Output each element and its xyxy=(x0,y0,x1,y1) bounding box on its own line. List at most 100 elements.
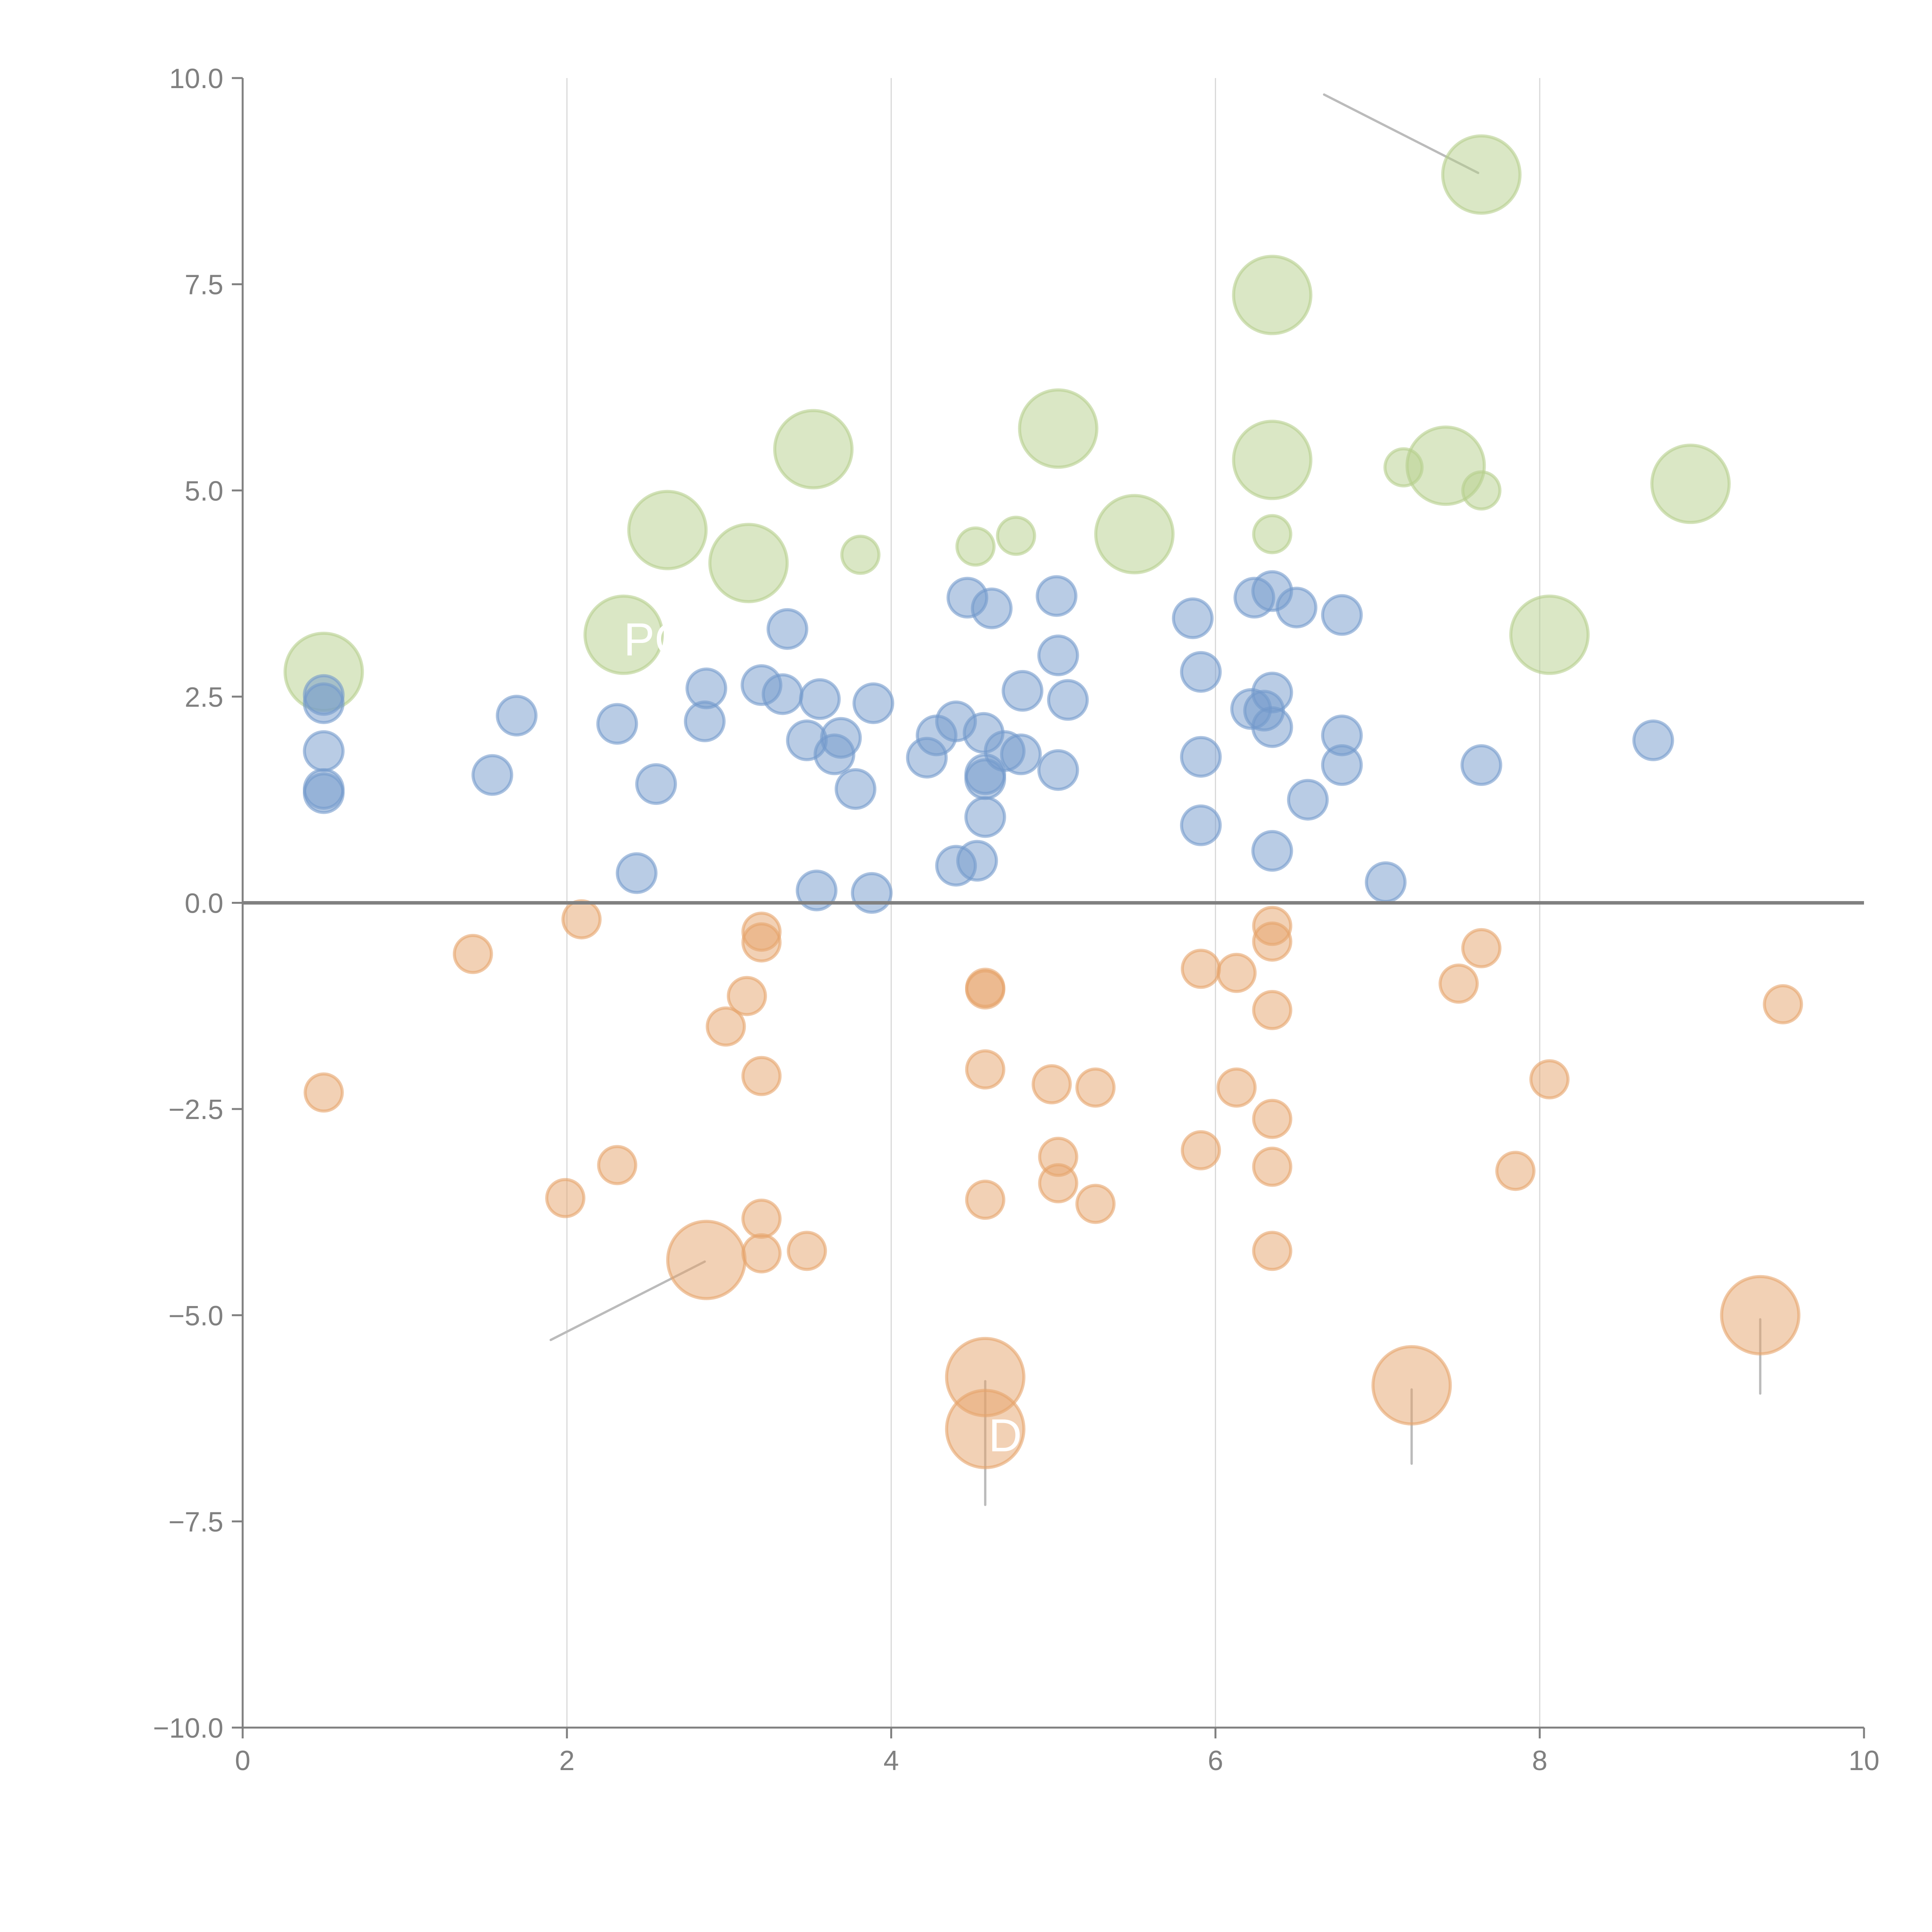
data-point-blue xyxy=(1276,587,1318,629)
data-point-blue xyxy=(471,754,514,796)
data-point-orange xyxy=(1075,1184,1116,1224)
data-point-blue xyxy=(956,840,998,882)
x-tick-label: 2 xyxy=(559,1745,575,1776)
data-point-green xyxy=(996,515,1036,556)
data-point-green xyxy=(1509,594,1590,675)
data-point-orange xyxy=(1180,1130,1221,1170)
data-point-blue xyxy=(1172,597,1214,639)
data-point-orange xyxy=(1495,1151,1536,1191)
data-point-blue xyxy=(635,763,677,805)
data-point-blue xyxy=(1365,861,1407,903)
data-point-orange xyxy=(545,1178,586,1218)
data-point-orange xyxy=(1180,949,1221,989)
data-point-orange xyxy=(1252,1146,1293,1187)
data-point-orange xyxy=(1075,1067,1116,1108)
data-point-orange xyxy=(597,1145,638,1185)
data-point-green xyxy=(1232,420,1313,500)
data-point-blue xyxy=(851,872,893,914)
x-tick-label: 10 xyxy=(1849,1745,1879,1776)
annotation-label: D xyxy=(988,1410,1022,1461)
data-point-orange xyxy=(726,976,767,1016)
data-point-orange xyxy=(1031,1064,1072,1105)
y-tick-label: −2.5 xyxy=(168,1094,223,1125)
data-point-orange xyxy=(706,1006,746,1047)
data-point-orange xyxy=(1252,1099,1293,1139)
data-point-green xyxy=(955,526,996,567)
data-point-blue xyxy=(1047,679,1089,721)
data-point-orange xyxy=(741,1233,782,1274)
data-point-blue xyxy=(766,608,808,650)
data-point-blue xyxy=(303,772,345,814)
data-point-blue xyxy=(1460,744,1502,786)
leader-lines xyxy=(549,93,1762,1506)
data-point-blue xyxy=(835,768,877,810)
y-tick-label: 10.0 xyxy=(169,63,223,94)
y-tick-label: 7.5 xyxy=(185,270,223,301)
data-point-orange xyxy=(1216,1067,1257,1108)
data-point-green xyxy=(773,409,854,490)
data-point-green xyxy=(1461,470,1502,511)
data-point-orange xyxy=(1439,963,1479,1004)
data-point-orange xyxy=(787,1231,827,1271)
data-point-blue xyxy=(964,796,1006,838)
data-point-blue xyxy=(596,703,638,745)
data-point-blue xyxy=(1037,749,1079,791)
data-point-orange xyxy=(1252,990,1293,1030)
y-tick-label: 0.0 xyxy=(185,888,223,919)
data-point-green xyxy=(583,594,664,675)
data-point-blue xyxy=(1000,733,1042,776)
data-point-blue xyxy=(1251,706,1293,748)
x-tick-label: 4 xyxy=(883,1745,899,1776)
data-point-orange xyxy=(945,1389,1026,1469)
data-point-green xyxy=(1650,444,1731,524)
data-point-blue xyxy=(1287,779,1329,821)
data-point-blue xyxy=(1321,744,1363,786)
data-point-blue xyxy=(799,678,841,720)
data-point-orange xyxy=(666,1219,747,1300)
data-point-blue xyxy=(1036,575,1078,617)
annotations: POW D xyxy=(624,614,1022,1461)
data-point-blue xyxy=(796,869,838,912)
data-point-blue xyxy=(303,730,345,772)
data-point-blue xyxy=(762,673,804,715)
data-point-blue xyxy=(1180,804,1222,846)
data-point-blue xyxy=(1251,830,1293,872)
data-point-blue xyxy=(1180,651,1222,693)
x-tick-label: 8 xyxy=(1532,1745,1548,1776)
y-tick-label: −7.5 xyxy=(168,1507,223,1537)
data-point-orange xyxy=(1252,1231,1293,1271)
data-point-orange xyxy=(1529,1059,1570,1100)
annotation-label: POW xyxy=(624,614,735,665)
data-point-blue xyxy=(971,587,1013,629)
y-tick-label: 5.0 xyxy=(185,476,223,507)
y-tick-label: 2.5 xyxy=(185,682,223,713)
data-point-orange xyxy=(741,1199,782,1239)
data-point-green xyxy=(708,523,789,604)
data-point-orange xyxy=(561,899,602,940)
axes: 10.0 7.5 5.0 2.5 0.0 −2.5 −5.0 −7.5 −10.0 0 2 4 6 8 10 xyxy=(153,63,1879,1776)
data-point-green xyxy=(1018,388,1099,469)
y-tick-label: −10.0 xyxy=(153,1713,223,1744)
data-point-orange xyxy=(1038,1163,1078,1204)
data-point-blue xyxy=(852,682,895,724)
data-point-orange xyxy=(741,922,782,963)
data-point-orange xyxy=(452,934,493,974)
data-point-orange xyxy=(965,1179,1005,1220)
data-point-blue xyxy=(1037,634,1079,677)
data-point-orange xyxy=(1216,952,1257,993)
x-tick-label: 6 xyxy=(1208,1745,1223,1776)
data-point-blue xyxy=(616,852,658,894)
data-point-orange xyxy=(965,1049,1005,1090)
data-point-orange xyxy=(303,1072,344,1113)
data-point-blue xyxy=(820,717,862,759)
data-point-blue xyxy=(303,682,345,724)
data-point-blue xyxy=(1180,736,1222,778)
data-point-orange xyxy=(1763,984,1803,1025)
data-point-green xyxy=(1252,514,1293,554)
data-point-orange xyxy=(1720,1275,1801,1355)
data-point-orange xyxy=(1461,928,1502,968)
data-point-green xyxy=(1441,134,1522,215)
data-points xyxy=(283,134,1803,1469)
data-point-green xyxy=(627,490,708,570)
